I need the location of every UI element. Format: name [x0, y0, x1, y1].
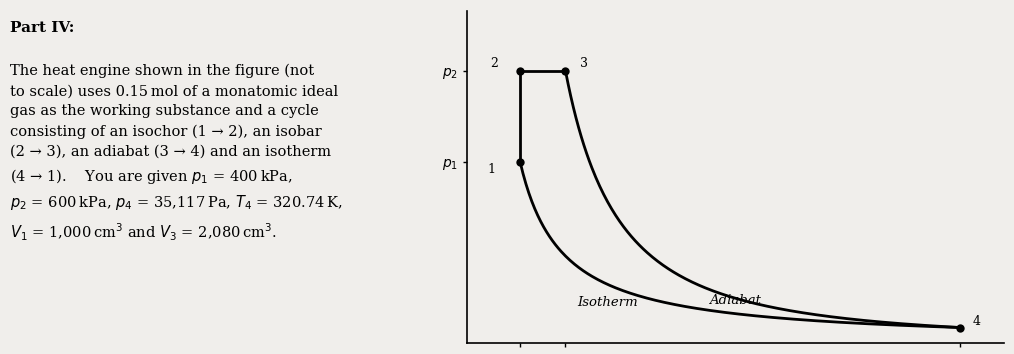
Text: 4: 4: [972, 315, 981, 328]
Text: 2: 2: [490, 57, 498, 70]
Text: The heat engine shown in the figure (⁠⁠⁠⁠not
to scale⁠) uses 0.15 mol of a monat: The heat engine shown in the figure (⁠⁠⁠…: [10, 64, 343, 243]
Text: 3: 3: [580, 57, 588, 70]
Text: Part IV:: Part IV:: [10, 21, 74, 35]
Text: 1: 1: [488, 163, 496, 176]
Text: Isotherm: Isotherm: [577, 296, 638, 309]
Text: Adiabat: Adiabat: [709, 294, 762, 307]
